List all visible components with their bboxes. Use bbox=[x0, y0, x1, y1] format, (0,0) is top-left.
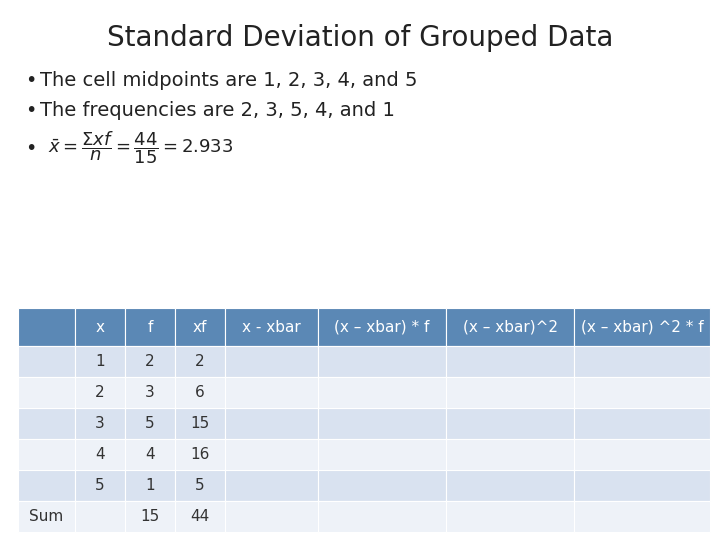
Bar bbox=[575, 346, 710, 377]
Bar bbox=[446, 501, 575, 532]
Text: 3: 3 bbox=[145, 385, 155, 400]
Bar bbox=[75, 377, 125, 408]
Text: 44: 44 bbox=[190, 509, 210, 524]
Text: 4: 4 bbox=[145, 447, 155, 462]
Bar bbox=[175, 346, 225, 377]
Text: 5: 5 bbox=[95, 478, 105, 493]
Text: 6: 6 bbox=[195, 385, 204, 400]
Text: 2: 2 bbox=[195, 354, 204, 369]
Text: xf: xf bbox=[193, 320, 207, 334]
Bar bbox=[225, 470, 318, 501]
Bar bbox=[175, 470, 225, 501]
Text: $\bar{x} = \dfrac{\Sigma xf}{n} = \dfrac{44}{15} = 2.933$: $\bar{x} = \dfrac{\Sigma xf}{n} = \dfrac… bbox=[48, 130, 233, 166]
Text: 16: 16 bbox=[190, 447, 210, 462]
Text: •: • bbox=[25, 71, 37, 90]
Bar bbox=[575, 408, 710, 439]
Bar bbox=[18, 377, 75, 408]
Text: 3: 3 bbox=[95, 416, 105, 431]
Text: 2: 2 bbox=[95, 385, 105, 400]
Bar bbox=[446, 439, 575, 470]
Bar bbox=[318, 501, 446, 532]
Bar bbox=[225, 408, 318, 439]
Text: The cell midpoints are 1, 2, 3, 4, and 5: The cell midpoints are 1, 2, 3, 4, and 5 bbox=[40, 71, 418, 90]
Bar bbox=[175, 408, 225, 439]
Text: 2: 2 bbox=[145, 354, 155, 369]
Bar bbox=[75, 346, 125, 377]
Bar bbox=[175, 501, 225, 532]
Bar bbox=[125, 501, 175, 532]
Text: f: f bbox=[148, 320, 153, 334]
Bar bbox=[18, 470, 75, 501]
Bar bbox=[18, 308, 75, 346]
Bar bbox=[175, 377, 225, 408]
Bar bbox=[575, 470, 710, 501]
Bar bbox=[575, 501, 710, 532]
Text: 4: 4 bbox=[95, 447, 105, 462]
Text: Sum: Sum bbox=[30, 509, 63, 524]
Bar bbox=[446, 346, 575, 377]
Bar bbox=[175, 439, 225, 470]
Text: (x – xbar) ^2 * f: (x – xbar) ^2 * f bbox=[581, 320, 703, 334]
Text: 5: 5 bbox=[195, 478, 204, 493]
Bar bbox=[125, 470, 175, 501]
Text: 1: 1 bbox=[145, 478, 155, 493]
Text: •: • bbox=[25, 138, 37, 158]
Bar bbox=[225, 377, 318, 408]
Bar bbox=[18, 408, 75, 439]
Bar bbox=[575, 308, 710, 346]
Bar bbox=[225, 501, 318, 532]
Bar bbox=[225, 308, 318, 346]
Bar bbox=[225, 439, 318, 470]
Bar bbox=[175, 308, 225, 346]
Bar bbox=[575, 377, 710, 408]
Bar bbox=[446, 470, 575, 501]
Bar bbox=[75, 501, 125, 532]
Bar bbox=[125, 308, 175, 346]
Bar bbox=[318, 308, 446, 346]
Text: 15: 15 bbox=[140, 509, 160, 524]
Bar bbox=[318, 408, 446, 439]
Bar bbox=[125, 346, 175, 377]
Text: Standard Deviation of Grouped Data: Standard Deviation of Grouped Data bbox=[107, 24, 613, 52]
Bar bbox=[318, 470, 446, 501]
Text: (x – xbar) * f: (x – xbar) * f bbox=[334, 320, 430, 334]
Text: 1: 1 bbox=[95, 354, 105, 369]
Bar bbox=[18, 501, 75, 532]
Bar bbox=[125, 408, 175, 439]
Text: x: x bbox=[96, 320, 104, 334]
Text: 5: 5 bbox=[145, 416, 155, 431]
Bar bbox=[75, 308, 125, 346]
Bar bbox=[446, 308, 575, 346]
Text: 15: 15 bbox=[190, 416, 210, 431]
Bar bbox=[18, 346, 75, 377]
Bar bbox=[75, 439, 125, 470]
Bar bbox=[75, 470, 125, 501]
Bar bbox=[575, 439, 710, 470]
Bar bbox=[75, 408, 125, 439]
Bar bbox=[225, 346, 318, 377]
Bar bbox=[125, 377, 175, 408]
Bar bbox=[318, 377, 446, 408]
Text: (x – xbar)^2: (x – xbar)^2 bbox=[463, 320, 558, 334]
Bar bbox=[446, 408, 575, 439]
Bar bbox=[446, 377, 575, 408]
Text: •: • bbox=[25, 100, 37, 119]
Bar bbox=[318, 346, 446, 377]
Bar bbox=[18, 439, 75, 470]
Text: x - xbar: x - xbar bbox=[242, 320, 301, 334]
Bar bbox=[318, 439, 446, 470]
Bar bbox=[125, 439, 175, 470]
Text: The frequencies are 2, 3, 5, 4, and 1: The frequencies are 2, 3, 5, 4, and 1 bbox=[40, 100, 395, 119]
